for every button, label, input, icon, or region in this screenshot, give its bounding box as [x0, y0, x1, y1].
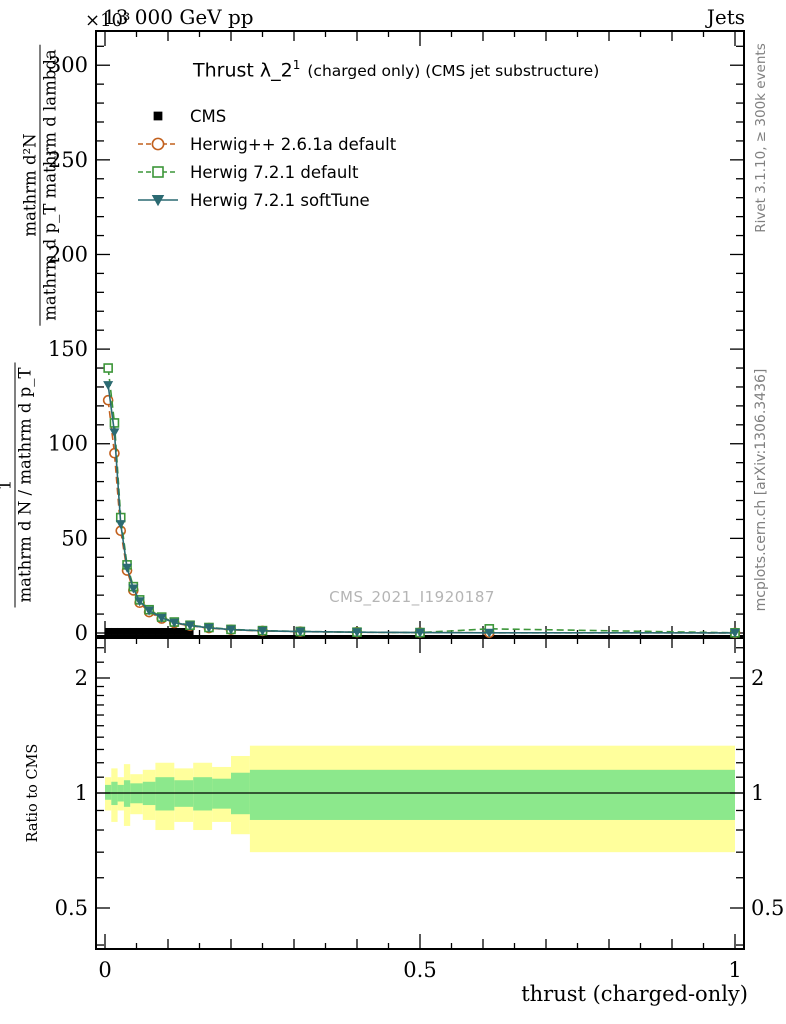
ratio-bands — [105, 745, 735, 853]
tick-label: 0.5 — [403, 958, 436, 982]
legend-marker-icon — [138, 137, 178, 151]
tick-label: 50 — [61, 526, 88, 550]
watermark: CMS_2021_I1920187 — [329, 588, 495, 606]
tick-label: 200 — [48, 242, 88, 266]
legend-label: Herwig++ 2.6.1a default — [190, 134, 397, 154]
y-axis-label-outer-denominator: mathrm d N / mathrm d p_T — [14, 362, 35, 608]
tick-label: 100 — [48, 432, 88, 456]
axis-ticks — [97, 32, 743, 948]
legend-item: Herwig++ 2.6.1a default — [136, 130, 396, 158]
tick-label: 0.5 — [55, 896, 88, 920]
tick-label: 0 — [98, 958, 111, 982]
legend-item: Herwig 7.2.1 default — [136, 158, 396, 186]
tick-label: 250 — [48, 148, 88, 172]
series-herwig-7-2-1-softtune — [103, 381, 740, 638]
legend-marker-icon — [153, 111, 163, 121]
x-axis-title: thrust (charged-only) — [521, 982, 748, 1006]
y-axis-label-outer-numerator: 1 — [0, 363, 15, 608]
series-cms — [104, 627, 194, 635]
ratio-panel-frame — [95, 637, 745, 950]
legend-label: CMS — [190, 106, 227, 126]
legend-label: Herwig 7.2.1 default — [190, 162, 359, 182]
plot-title: Thrust λ_21 (charged only) (CMS jet subst… — [193, 58, 599, 81]
rivet-version-note: Rivet 3.1.10, ≥ 300k events — [753, 43, 769, 233]
legend-item: Herwig 7.2.1 softTune — [136, 186, 396, 214]
header-beam-label: 13 000 GeV pp — [103, 5, 254, 29]
legend-marker-icon — [138, 166, 178, 178]
ratio-y-axis-label: Ratio to CMS — [25, 743, 41, 843]
mcplots-reference-note: mcplots.cern.ch [arXiv:1306.3436] — [753, 368, 769, 612]
tick-label: 0.5 — [751, 896, 784, 920]
y-axis-label-inner-fraction: mathrm d²N mathrm d p_T mathrm d lambda — [20, 44, 60, 326]
y-axis-label-inner-denominator: mathrm d p_T mathrm d lambda — [39, 44, 60, 326]
tick-label: 0 — [75, 621, 88, 645]
legend: CMS Herwig++ 2.6.1a default Herwig 7.2.1 d… — [136, 102, 396, 214]
tick-label: 1 — [75, 781, 88, 805]
tick-label: 150 — [48, 337, 88, 361]
y-axis-label-outer-fraction: 1 mathrm d N / mathrm d p_T — [0, 362, 35, 608]
tick-label: 1 — [728, 958, 741, 982]
plot-title-qualifier: (charged only) (CMS jet substructure) — [307, 62, 600, 81]
tick-label: 300 — [48, 53, 88, 77]
legend-item: CMS — [136, 102, 396, 130]
plot-title-superscript: 1 — [292, 58, 301, 72]
tick-label: 2 — [751, 666, 764, 690]
header-process-label: Jets — [706, 5, 745, 29]
legend-label: Herwig 7.2.1 softTune — [190, 190, 370, 210]
y-axis-label-inner-numerator: mathrm d²N — [20, 133, 40, 237]
plot-title-main: Thrust λ_2 — [193, 59, 293, 82]
tick-label: 2 — [75, 666, 88, 690]
tick-label: 1 — [751, 781, 764, 805]
legend-marker-icon — [138, 195, 178, 207]
y-axis-multiplier: ×10³ — [85, 10, 131, 31]
